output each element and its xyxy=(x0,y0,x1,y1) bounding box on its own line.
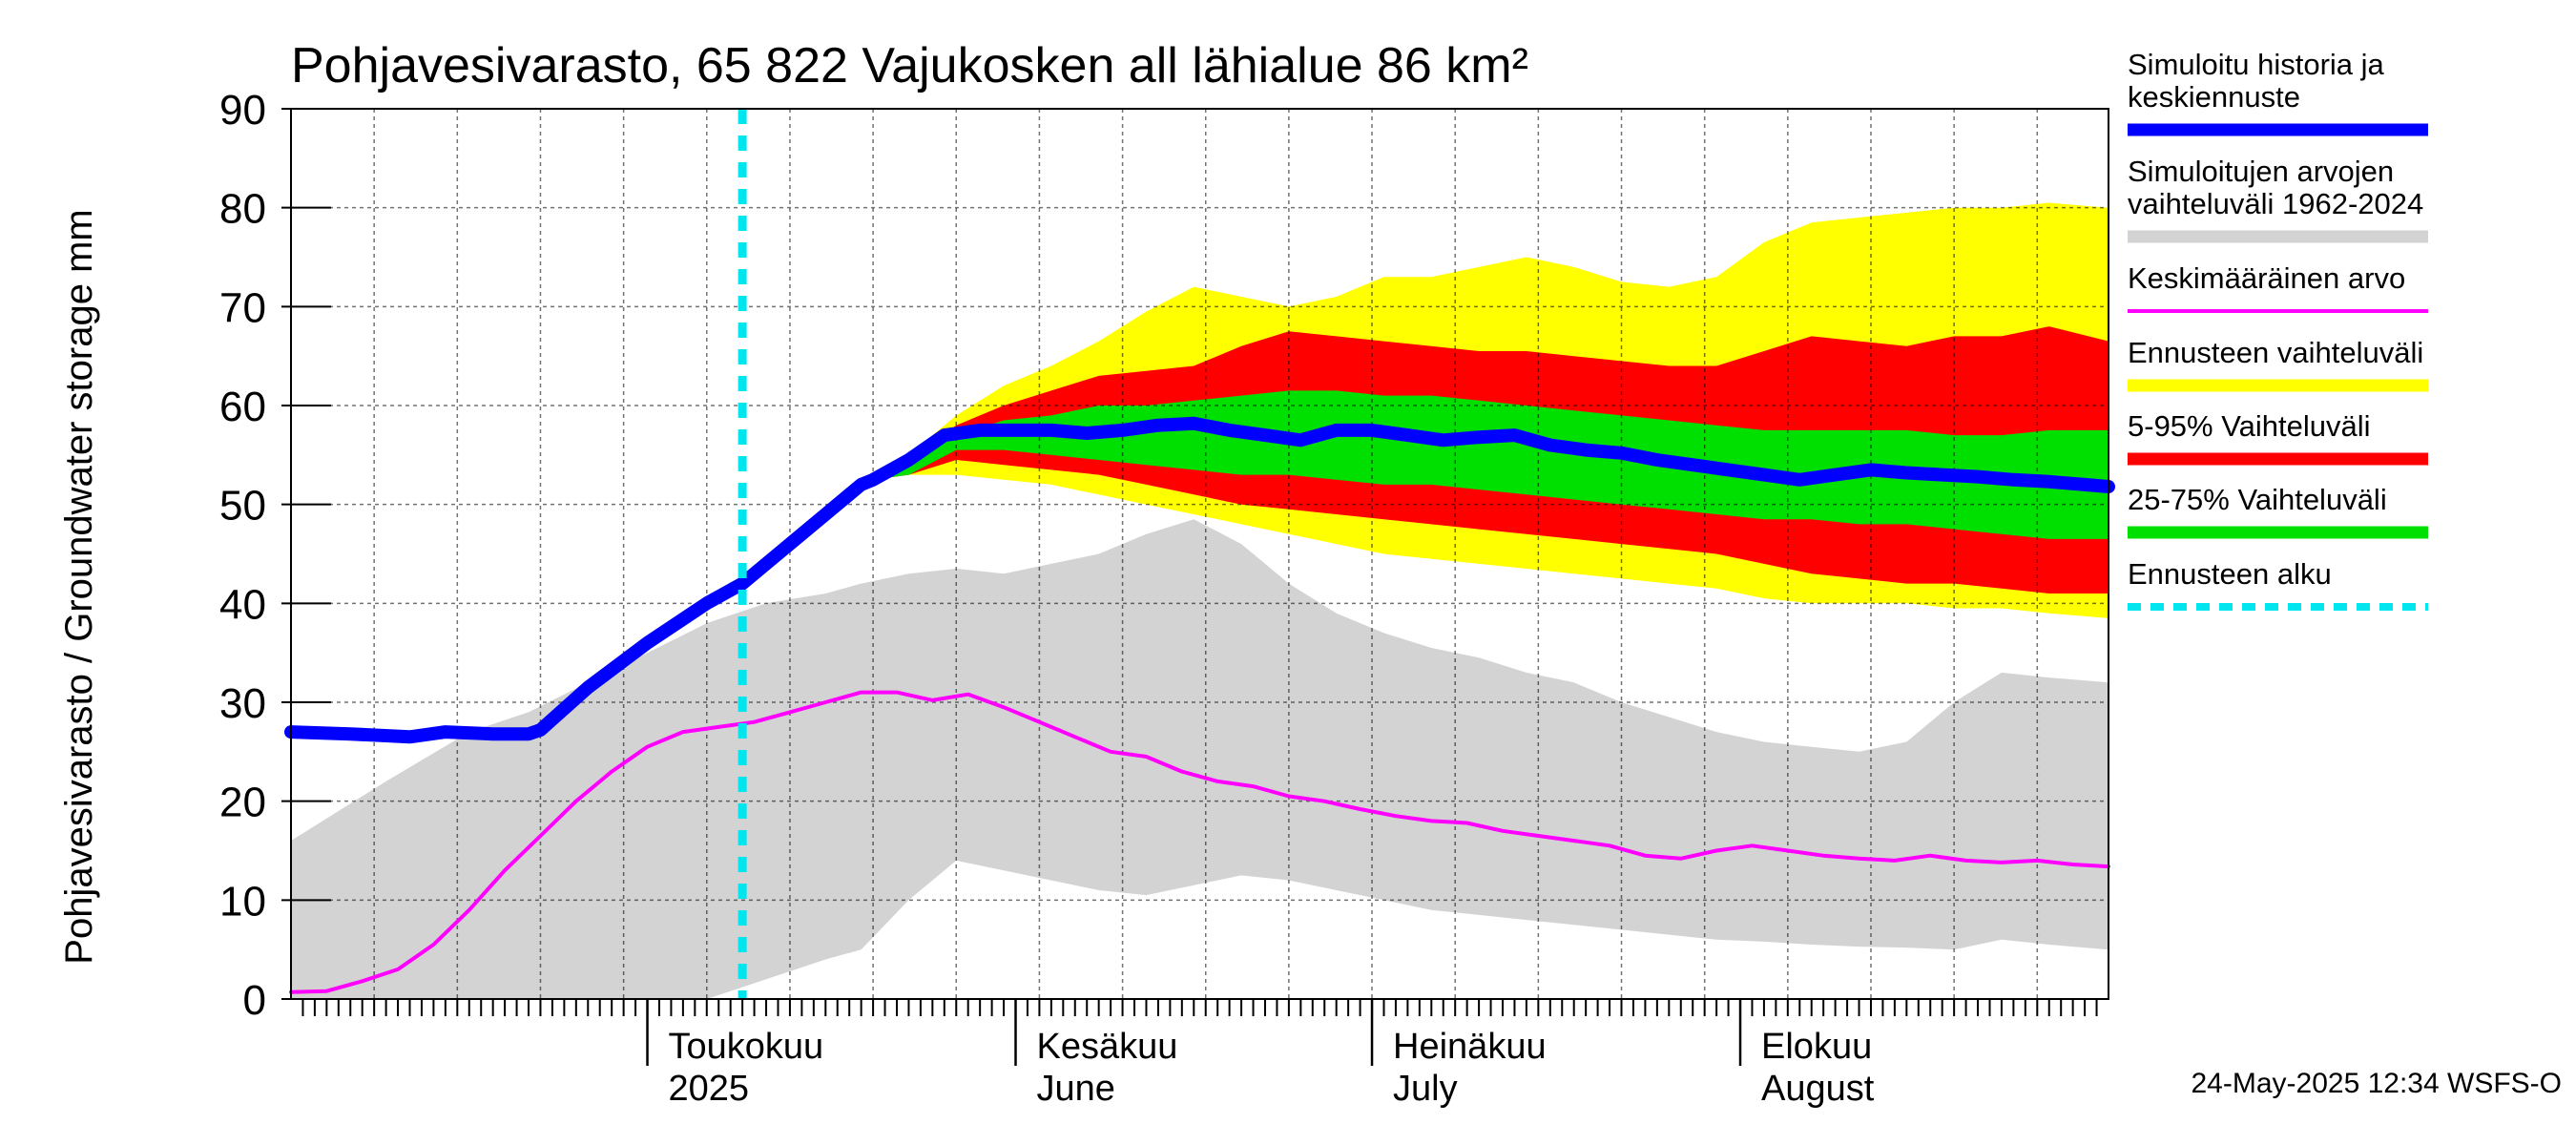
legend-label: Simuloitujen arvojen xyxy=(2128,155,2394,188)
chart-title: Pohjavesivarasto, 65 822 Vajukosken all … xyxy=(291,38,1528,94)
legend-label: 25-75% Vaihteluväli xyxy=(2128,483,2387,516)
y-tick-label: 0 xyxy=(243,977,266,1024)
y-tick-label: 70 xyxy=(219,284,266,331)
legend-label: Ennusteen alku xyxy=(2128,557,2332,591)
legend-item-keskim-r-inen-arvo: Keskimääräinen arvo xyxy=(2128,261,2428,313)
legend-item-25-75-vaihteluv-li: 25-75% Vaihteluväli xyxy=(2128,483,2428,539)
series-simuloitu-historia-ja-keskiennuste xyxy=(284,416,2115,744)
y-tick-label: 30 xyxy=(219,680,266,727)
y-tick-label: 40 xyxy=(219,581,266,628)
plot-area xyxy=(284,108,2115,1000)
y-tick-label: 60 xyxy=(219,384,266,430)
x-month-label: Elokuu xyxy=(1761,1027,1872,1067)
x-month-sublabel: August xyxy=(1761,1069,1875,1109)
x-month-sublabel: July xyxy=(1393,1069,1458,1109)
timestamp-label: 24-May-2025 12:34 WSFS-O xyxy=(2192,1068,2563,1099)
y-axis-label: Pohjavesivarasto / Groundwater storage m… xyxy=(58,209,100,964)
y-tick-label: 90 xyxy=(219,87,266,134)
legend-item-5-95-vaihteluv-li: 5-95% Vaihteluväli xyxy=(2128,409,2428,466)
legend-label: 5-95% Vaihteluväli xyxy=(2128,409,2370,443)
x-month-label: Heinäkuu xyxy=(1393,1027,1547,1067)
y-tick-label: 20 xyxy=(219,780,266,826)
x-month-sublabel: 2025 xyxy=(669,1069,750,1109)
legend-label: Keskimääräinen arvo xyxy=(2128,261,2405,295)
axes: 0102030405060708090Toukokuu2025KesäkuuJu… xyxy=(219,87,2109,1109)
legend: Simuloitu historia jakeskiennusteSimuloi… xyxy=(2128,48,2428,611)
series-keskim-r-inen-arvo xyxy=(289,690,2110,994)
y-tick-label: 10 xyxy=(219,878,266,925)
legend-label: keskiennuste xyxy=(2128,80,2300,114)
legend-label: Simuloitu historia ja xyxy=(2128,48,2385,81)
band-simuloitujen-arvojen-vaihteluv-li-1962-2024 xyxy=(291,519,2109,999)
x-month-sublabel: June xyxy=(1037,1069,1115,1109)
x-month-label: Kesäkuu xyxy=(1037,1027,1178,1067)
legend-item-ennusteen-alku: Ennusteen alku xyxy=(2128,557,2428,611)
y-tick-label: 50 xyxy=(219,483,266,530)
plot-frame xyxy=(290,108,2109,1000)
y-tick-label: 80 xyxy=(219,186,266,233)
legend-item-ennusteen-vaihteluv-li: Ennusteen vaihteluväli xyxy=(2128,336,2428,392)
x-month-label: Toukokuu xyxy=(669,1027,824,1067)
legend-label: Ennusteen vaihteluväli xyxy=(2128,336,2423,369)
legend-label: vaihteluväli 1962-2024 xyxy=(2128,187,2423,220)
